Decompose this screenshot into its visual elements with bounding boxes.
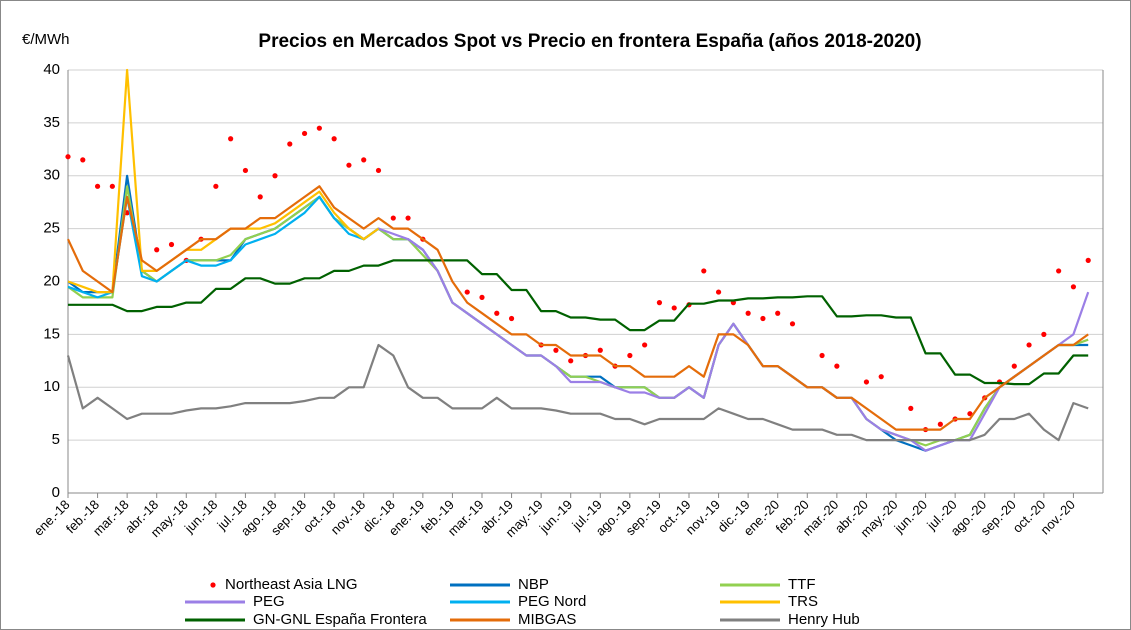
data-point xyxy=(1011,363,1017,369)
data-point xyxy=(242,167,249,174)
data-point xyxy=(568,358,574,364)
data-point xyxy=(1070,284,1077,290)
data-point xyxy=(627,352,633,359)
data-point xyxy=(1085,257,1091,263)
data-point xyxy=(257,194,263,200)
data-point xyxy=(405,215,411,221)
legend-label: Northeast Asia LNG xyxy=(225,576,358,593)
y-tick-label: 5 xyxy=(52,431,60,448)
data-point xyxy=(346,162,352,168)
legend-label: PEG xyxy=(253,593,285,610)
data-point xyxy=(1026,342,1032,348)
legend-marker xyxy=(210,582,216,588)
y-axis-label: €/MWh xyxy=(22,31,70,48)
data-point xyxy=(65,154,71,160)
data-point xyxy=(228,136,234,142)
data-point xyxy=(715,289,722,295)
data-point xyxy=(642,342,648,348)
y-tick-label: 25 xyxy=(43,220,60,237)
data-point xyxy=(789,321,796,327)
data-point xyxy=(287,141,293,147)
data-point xyxy=(331,136,337,142)
data-point xyxy=(863,379,870,385)
data-point xyxy=(109,183,115,189)
data-point xyxy=(908,405,914,411)
y-tick-label: 20 xyxy=(43,272,60,289)
data-point xyxy=(213,183,219,189)
series-line xyxy=(66,343,1089,442)
data-point xyxy=(553,347,559,353)
legend-label: PEG Nord xyxy=(518,593,586,610)
data-point xyxy=(819,352,825,359)
y-tick-label: 40 xyxy=(43,61,60,78)
data-point xyxy=(80,157,86,163)
data-point xyxy=(775,310,781,316)
data-point xyxy=(316,125,322,131)
legend-label: TRS xyxy=(788,593,818,610)
data-point xyxy=(656,300,663,306)
data-point xyxy=(301,130,308,137)
data-point xyxy=(1041,331,1047,337)
data-point xyxy=(701,268,707,274)
data-point xyxy=(760,315,766,322)
y-tick-label: 15 xyxy=(43,325,60,342)
series-line xyxy=(67,185,1089,447)
data-point xyxy=(390,215,396,221)
series-line xyxy=(67,185,1089,431)
data-point xyxy=(494,310,500,316)
data-point xyxy=(272,173,278,179)
legend-label: GN-GNL España Frontera xyxy=(253,611,427,628)
legend-label: TTF xyxy=(788,576,816,593)
data-point xyxy=(967,411,973,417)
data-point xyxy=(597,347,603,353)
series-line xyxy=(68,259,1089,386)
legend-label: Henry Hub xyxy=(788,611,860,628)
y-tick-label: 10 xyxy=(43,378,60,395)
chart-title: Precios en Mercados Spot vs Precio en fr… xyxy=(258,31,921,52)
data-point xyxy=(375,167,382,174)
data-point xyxy=(878,374,884,380)
data-point xyxy=(937,421,943,427)
data-point xyxy=(168,241,175,248)
y-tick-label: 0 xyxy=(52,484,60,501)
data-point xyxy=(671,305,677,311)
legend-label: NBP xyxy=(518,576,549,593)
data-point xyxy=(154,247,160,253)
data-point xyxy=(479,294,485,300)
data-point xyxy=(1056,268,1062,274)
y-tick-label: 35 xyxy=(43,114,60,131)
data-point xyxy=(834,363,840,369)
data-point xyxy=(508,315,515,322)
legend-label: MIBGAS xyxy=(518,611,576,628)
data-point xyxy=(745,310,751,316)
data-point xyxy=(464,289,470,295)
data-point xyxy=(361,157,367,163)
y-tick-label: 30 xyxy=(43,167,60,184)
data-point xyxy=(94,183,101,189)
